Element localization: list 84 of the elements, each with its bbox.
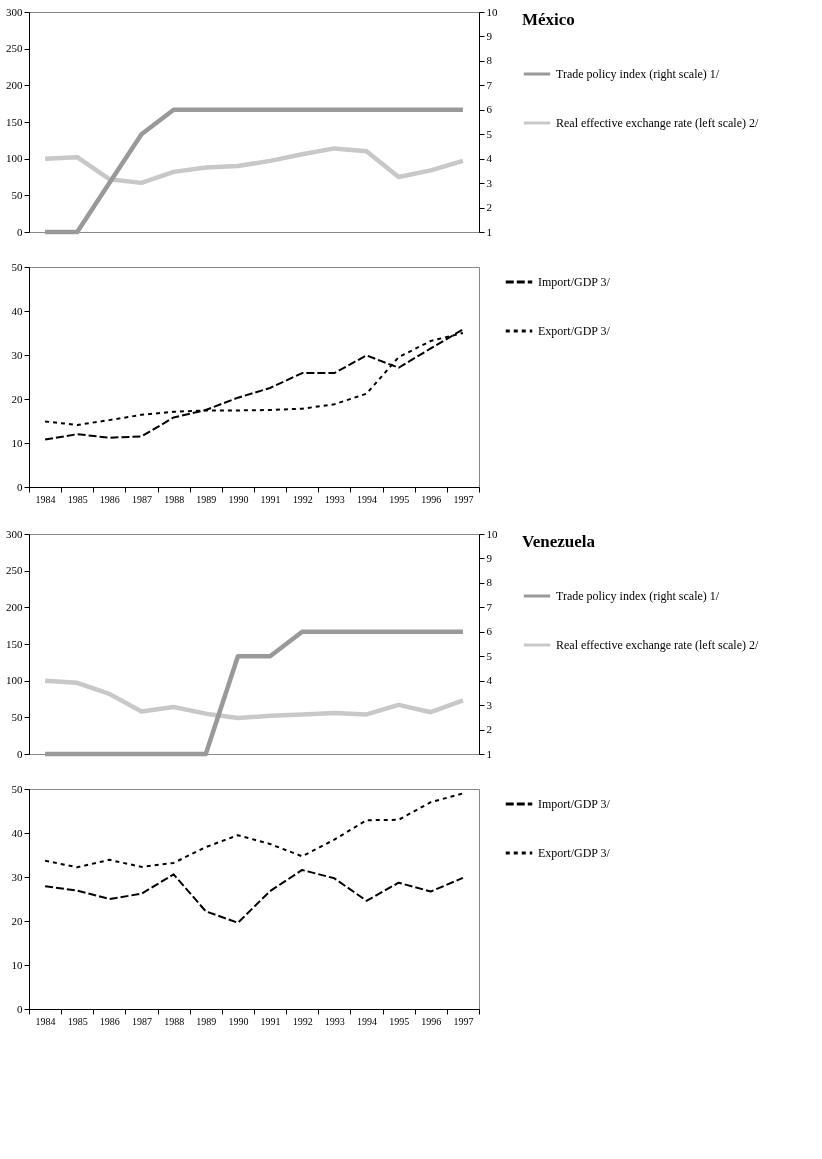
legend-title: México <box>522 10 575 29</box>
y2-tick-label: 10 <box>486 5 498 18</box>
legend-label: Trade policy index (right scale) 1/ <box>556 67 720 81</box>
y2-tick-label: 8 <box>486 576 493 589</box>
x-tick-label: 1996 <box>421 493 442 505</box>
y-tick-label: 150 <box>6 637 23 650</box>
x-tick-label: 1987 <box>132 493 152 505</box>
y-tick-label: 50 <box>11 188 23 201</box>
y2-tick-label: 1 <box>486 747 492 760</box>
y-tick-label: 300 <box>6 527 23 540</box>
x-tick-label: 1990 <box>228 1015 249 1027</box>
legend-label: Export/GDP 3/ <box>538 324 611 338</box>
y2-tick-label: 2 <box>486 201 492 214</box>
x-tick-label: 1994 <box>357 1015 377 1027</box>
y-tick-label: 200 <box>6 600 23 613</box>
y2-tick-label: 7 <box>486 78 493 91</box>
y2-tick-label: 3 <box>486 698 493 711</box>
y-tick-label: 40 <box>11 826 23 839</box>
legend-label: Import/GDP 3/ <box>538 797 611 811</box>
y-tick-label: 10 <box>11 436 23 449</box>
x-tick-label: 1988 <box>164 493 185 505</box>
x-tick-label: 1989 <box>196 1015 217 1027</box>
x-tick-label: 1993 <box>324 1015 345 1027</box>
y-tick-label: 0 <box>17 747 23 760</box>
x-tick-label: 1997 <box>453 493 474 505</box>
x-tick-label: 1990 <box>228 493 249 505</box>
y-tick-label: 30 <box>11 870 23 883</box>
y-tick-label: 30 <box>11 348 23 361</box>
y2-tick-label: 10 <box>486 527 498 540</box>
y-tick-label: 100 <box>6 674 23 687</box>
y-tick-label: 0 <box>17 480 23 493</box>
y-tick-label: 100 <box>6 152 23 165</box>
x-tick-label: 1997 <box>453 1015 474 1027</box>
x-tick-label: 1992 <box>292 493 313 505</box>
x-tick-label: 1985 <box>67 493 88 505</box>
legend-label: Trade policy index (right scale) 1/ <box>556 589 720 603</box>
y-tick-label: 150 <box>6 115 23 128</box>
legend-label: Import/GDP 3/ <box>538 275 611 289</box>
x-tick-label: 1995 <box>389 1015 410 1027</box>
y2-tick-label: 9 <box>486 29 493 42</box>
y2-tick-label: 6 <box>486 103 493 116</box>
x-tick-label: 1988 <box>164 1015 185 1027</box>
x-tick-label: 1984 <box>35 1015 56 1027</box>
y-tick-label: 40 <box>11 304 23 317</box>
y2-tick-label: 2 <box>486 723 492 736</box>
y2-tick-label: 7 <box>486 600 493 613</box>
y-tick-label: 0 <box>17 1002 23 1015</box>
x-tick-label: 1986 <box>99 493 120 505</box>
y-tick-label: 300 <box>6 5 23 18</box>
y2-tick-label: 4 <box>486 152 493 165</box>
x-tick-label: 1989 <box>196 493 217 505</box>
y2-tick-label: 5 <box>486 649 493 662</box>
y-tick-label: 200 <box>6 78 23 91</box>
x-tick-label: 1991 <box>260 1015 281 1027</box>
x-tick-label: 1995 <box>389 493 410 505</box>
y-tick-label: 50 <box>11 710 23 723</box>
y2-tick-label: 9 <box>486 551 493 564</box>
y2-tick-label: 8 <box>486 54 493 67</box>
x-tick-label: 1992 <box>292 1015 313 1027</box>
y-tick-label: 20 <box>11 392 23 405</box>
y2-tick-label: 1 <box>486 225 492 238</box>
y-tick-label: 20 <box>11 914 23 927</box>
y-tick-label: 50 <box>11 782 23 795</box>
x-tick-label: 1994 <box>357 493 377 505</box>
y2-tick-label: 5 <box>486 127 493 140</box>
legend-label: Real effective exchange rate (left scale) 2/ <box>556 638 759 652</box>
y2-tick-label: 3 <box>486 176 493 189</box>
legend-label: Export/GDP 3/ <box>538 846 611 860</box>
y-tick-label: 50 <box>11 260 23 273</box>
legend-label: Real effective exchange rate (left scale) 2/ <box>556 116 759 130</box>
x-tick-label: 1984 <box>35 493 56 505</box>
y2-tick-label: 4 <box>486 674 493 687</box>
y-tick-label: 250 <box>6 42 23 55</box>
x-tick-label: 1986 <box>99 1015 120 1027</box>
x-tick-label: 1987 <box>132 1015 152 1027</box>
x-tick-label: 1991 <box>260 493 281 505</box>
y-tick-label: 0 <box>17 225 23 238</box>
y2-tick-label: 6 <box>486 625 493 638</box>
x-tick-label: 1985 <box>67 1015 88 1027</box>
y-tick-label: 250 <box>6 564 23 577</box>
x-tick-label: 1993 <box>324 493 345 505</box>
legend-title: Venezuela <box>522 532 596 551</box>
x-tick-label: 1996 <box>421 1015 442 1027</box>
y-tick-label: 10 <box>11 958 23 971</box>
